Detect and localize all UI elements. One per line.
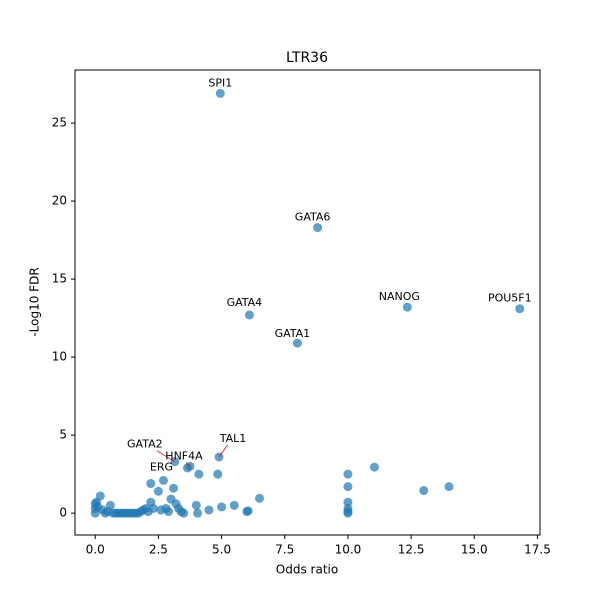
point xyxy=(292,338,302,348)
point xyxy=(164,507,174,517)
point xyxy=(194,469,204,479)
y-tick-label: 15 xyxy=(52,272,67,286)
annotation-arrow xyxy=(186,462,191,467)
point xyxy=(215,88,225,98)
point xyxy=(193,508,203,518)
point xyxy=(444,482,454,492)
plot-frame xyxy=(74,69,541,536)
annotation: POU5F1 xyxy=(488,292,532,305)
point xyxy=(191,500,201,510)
annotation: GATA4 xyxy=(227,296,263,309)
point xyxy=(343,469,353,479)
point xyxy=(229,500,239,510)
annotation-arrow xyxy=(156,450,176,463)
x-tick-label: 15.0 xyxy=(461,543,488,557)
annotation: TAL1 xyxy=(219,432,247,445)
point xyxy=(217,502,227,512)
point xyxy=(419,486,429,496)
x-axis-label: Odds ratio xyxy=(276,563,338,577)
point xyxy=(169,483,179,493)
y-tick-label: 0 xyxy=(59,506,67,520)
x-tick-label: 0.0 xyxy=(86,543,105,557)
annotation: GATA2 xyxy=(127,438,163,451)
y-tick-label: 25 xyxy=(52,116,67,130)
point xyxy=(254,493,264,503)
point xyxy=(95,491,105,501)
point xyxy=(313,223,323,233)
annotation: HNF4A xyxy=(165,449,203,462)
annotation-arrow xyxy=(218,444,228,458)
point xyxy=(343,503,353,513)
point xyxy=(153,486,163,496)
x-tick-label: 5.0 xyxy=(212,543,231,557)
point xyxy=(515,304,525,314)
annotation: SPI1 xyxy=(208,76,232,89)
x-tick-label: 7.5 xyxy=(275,543,294,557)
point xyxy=(204,505,214,515)
x-tick-label: 10.0 xyxy=(335,543,362,557)
point xyxy=(146,479,156,489)
point xyxy=(105,500,115,510)
point xyxy=(158,475,168,485)
x-tick-label: 2.5 xyxy=(149,543,168,557)
point xyxy=(179,508,189,518)
y-tick-label: 5 xyxy=(59,428,67,442)
y-axis-label: -Log10 FDR xyxy=(28,267,42,336)
point xyxy=(213,469,223,479)
point xyxy=(402,302,412,312)
y-tick-label: 20 xyxy=(52,194,67,208)
annotation: NANOG xyxy=(379,290,420,303)
annotation: GATA1 xyxy=(275,327,311,340)
point xyxy=(243,506,253,516)
y-tick-label: 10 xyxy=(52,350,67,364)
point xyxy=(244,310,254,320)
x-tick-label: 12.5 xyxy=(398,543,425,557)
point xyxy=(343,482,353,492)
point xyxy=(148,503,158,513)
x-tick-label: 17.5 xyxy=(524,543,551,557)
annotation: GATA6 xyxy=(295,211,331,224)
chart-title: LTR36 xyxy=(286,50,328,66)
annotation: ERG xyxy=(150,460,173,473)
point xyxy=(369,462,379,472)
point xyxy=(343,497,353,507)
